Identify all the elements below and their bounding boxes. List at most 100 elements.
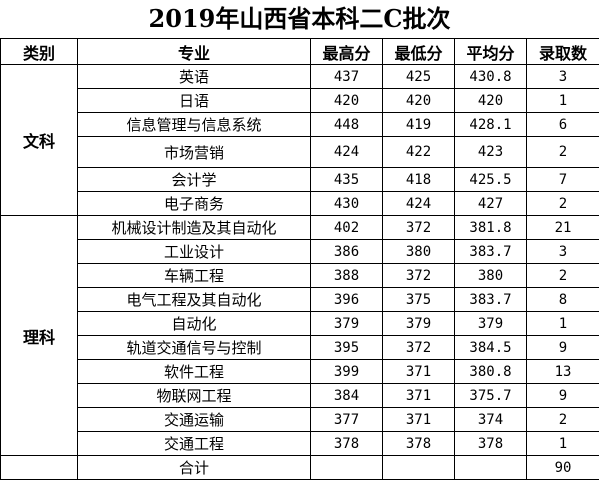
max-cell: 448	[310, 112, 383, 137]
count-cell: 9	[526, 335, 599, 360]
total-empty-cell	[310, 455, 383, 480]
max-cell: 386	[310, 239, 383, 264]
major-cell: 工业设计	[77, 239, 311, 264]
category-cell-li: 理科	[0, 215, 78, 456]
major-cell: 市场营销	[77, 136, 311, 168]
max-cell: 396	[310, 287, 383, 312]
table-row: 物联网工程 384 371 375.7 9	[1, 383, 599, 408]
avg-cell: 381.8	[454, 215, 527, 240]
max-cell: 424	[310, 136, 383, 168]
count-cell: 1	[526, 88, 599, 113]
total-row: 合计 90	[0, 455, 599, 480]
total-label: 合计	[77, 455, 311, 480]
table-row: 软件工程 399 371 380.8 13	[1, 359, 599, 384]
count-cell: 7	[526, 167, 599, 192]
avg-cell: 425.5	[454, 167, 527, 192]
table-row: 市场营销 424 422 423 2	[1, 136, 599, 168]
min-cell: 420	[382, 88, 455, 113]
table-row: 信息管理与信息系统 448 419 428.1 6	[1, 112, 599, 137]
count-cell: 6	[526, 112, 599, 137]
max-cell: 437	[310, 64, 383, 89]
count-cell: 8	[526, 287, 599, 312]
major-cell: 电气工程及其自动化	[77, 287, 311, 312]
major-cell: 交通运输	[77, 407, 311, 432]
min-cell: 372	[382, 263, 455, 288]
table-row: 交通工程 378 378 378 1	[1, 431, 599, 456]
count-cell: 21	[526, 215, 599, 240]
min-cell: 425	[382, 64, 455, 89]
total-empty-cell	[454, 455, 527, 480]
major-cell: 信息管理与信息系统	[77, 112, 311, 137]
count-cell: 3	[526, 64, 599, 89]
major-cell: 英语	[77, 64, 311, 89]
avg-cell: 374	[454, 407, 527, 432]
header-avg: 平均分	[454, 38, 527, 65]
admission-table: 类别 专业 最高分 最低分 平均分 录取数 文科 英语 437 425 430.…	[0, 38, 599, 480]
avg-cell: 427	[454, 191, 527, 216]
avg-cell: 420	[454, 88, 527, 113]
max-cell: 388	[310, 263, 383, 288]
major-cell: 日语	[77, 88, 311, 113]
table-row: 自动化 379 379 379 1	[1, 311, 599, 336]
max-cell: 379	[310, 311, 383, 336]
table-row: 文科 英语 437 425 430.8 3	[0, 64, 599, 216]
min-cell: 372	[382, 335, 455, 360]
min-cell: 419	[382, 112, 455, 137]
min-cell: 380	[382, 239, 455, 264]
max-cell: 420	[310, 88, 383, 113]
major-cell: 轨道交通信号与控制	[77, 335, 311, 360]
avg-cell: 378	[454, 431, 527, 456]
total-count: 90	[526, 455, 599, 480]
avg-cell: 375.7	[454, 383, 527, 408]
table-row: 轨道交通信号与控制 395 372 384.5 9	[1, 335, 599, 360]
count-cell: 2	[526, 407, 599, 432]
max-cell: 395	[310, 335, 383, 360]
min-cell: 424	[382, 191, 455, 216]
avg-cell: 428.1	[454, 112, 527, 137]
avg-cell: 380	[454, 263, 527, 288]
max-cell: 378	[310, 431, 383, 456]
major-cell: 机械设计制造及其自动化	[77, 215, 311, 240]
table-row: 工业设计 386 380 383.7 3	[1, 239, 599, 264]
min-cell: 371	[382, 383, 455, 408]
table-row: 会计学 435 418 425.5 7	[1, 167, 599, 192]
min-cell: 379	[382, 311, 455, 336]
avg-cell: 423	[454, 136, 527, 168]
major-cell: 物联网工程	[77, 383, 311, 408]
max-cell: 435	[310, 167, 383, 192]
count-cell: 1	[526, 311, 599, 336]
major-cell: 车辆工程	[77, 263, 311, 288]
total-empty-cell	[382, 455, 455, 480]
min-cell: 372	[382, 215, 455, 240]
table-row: 日语 420 420 420 1	[1, 88, 599, 113]
major-cell: 交通工程	[77, 431, 311, 456]
table-row: 电气工程及其自动化 396 375 383.7 8	[1, 287, 599, 312]
category-cell-wen: 文科	[0, 64, 78, 216]
header-major: 专业	[77, 38, 311, 65]
max-cell: 384	[310, 383, 383, 408]
avg-cell: 430.8	[454, 64, 527, 89]
count-cell: 2	[526, 191, 599, 216]
header-min: 最低分	[382, 38, 455, 65]
max-cell: 402	[310, 215, 383, 240]
total-spacer-cell	[0, 455, 78, 480]
table-row: 电子商务 430 424 427 2	[1, 191, 599, 216]
table-row: 理科 机械设计制造及其自动化 402 372 381.8 21	[0, 215, 599, 456]
avg-cell: 379	[454, 311, 527, 336]
avg-cell: 383.7	[454, 239, 527, 264]
max-cell: 399	[310, 359, 383, 384]
major-cell: 自动化	[77, 311, 311, 336]
header-category: 类别	[0, 38, 78, 65]
max-cell: 430	[310, 191, 383, 216]
page-title: 2019年山西省本科二C批次	[148, 4, 451, 33]
header-count: 录取数	[526, 38, 599, 65]
major-cell: 软件工程	[77, 359, 311, 384]
count-cell: 13	[526, 359, 599, 384]
avg-cell: 383.7	[454, 287, 527, 312]
avg-cell: 384.5	[454, 335, 527, 360]
table-row: 交通运输 377 371 374 2	[1, 407, 599, 432]
major-cell: 电子商务	[77, 191, 311, 216]
header-max: 最高分	[310, 38, 383, 65]
max-cell: 377	[310, 407, 383, 432]
count-cell: 9	[526, 383, 599, 408]
